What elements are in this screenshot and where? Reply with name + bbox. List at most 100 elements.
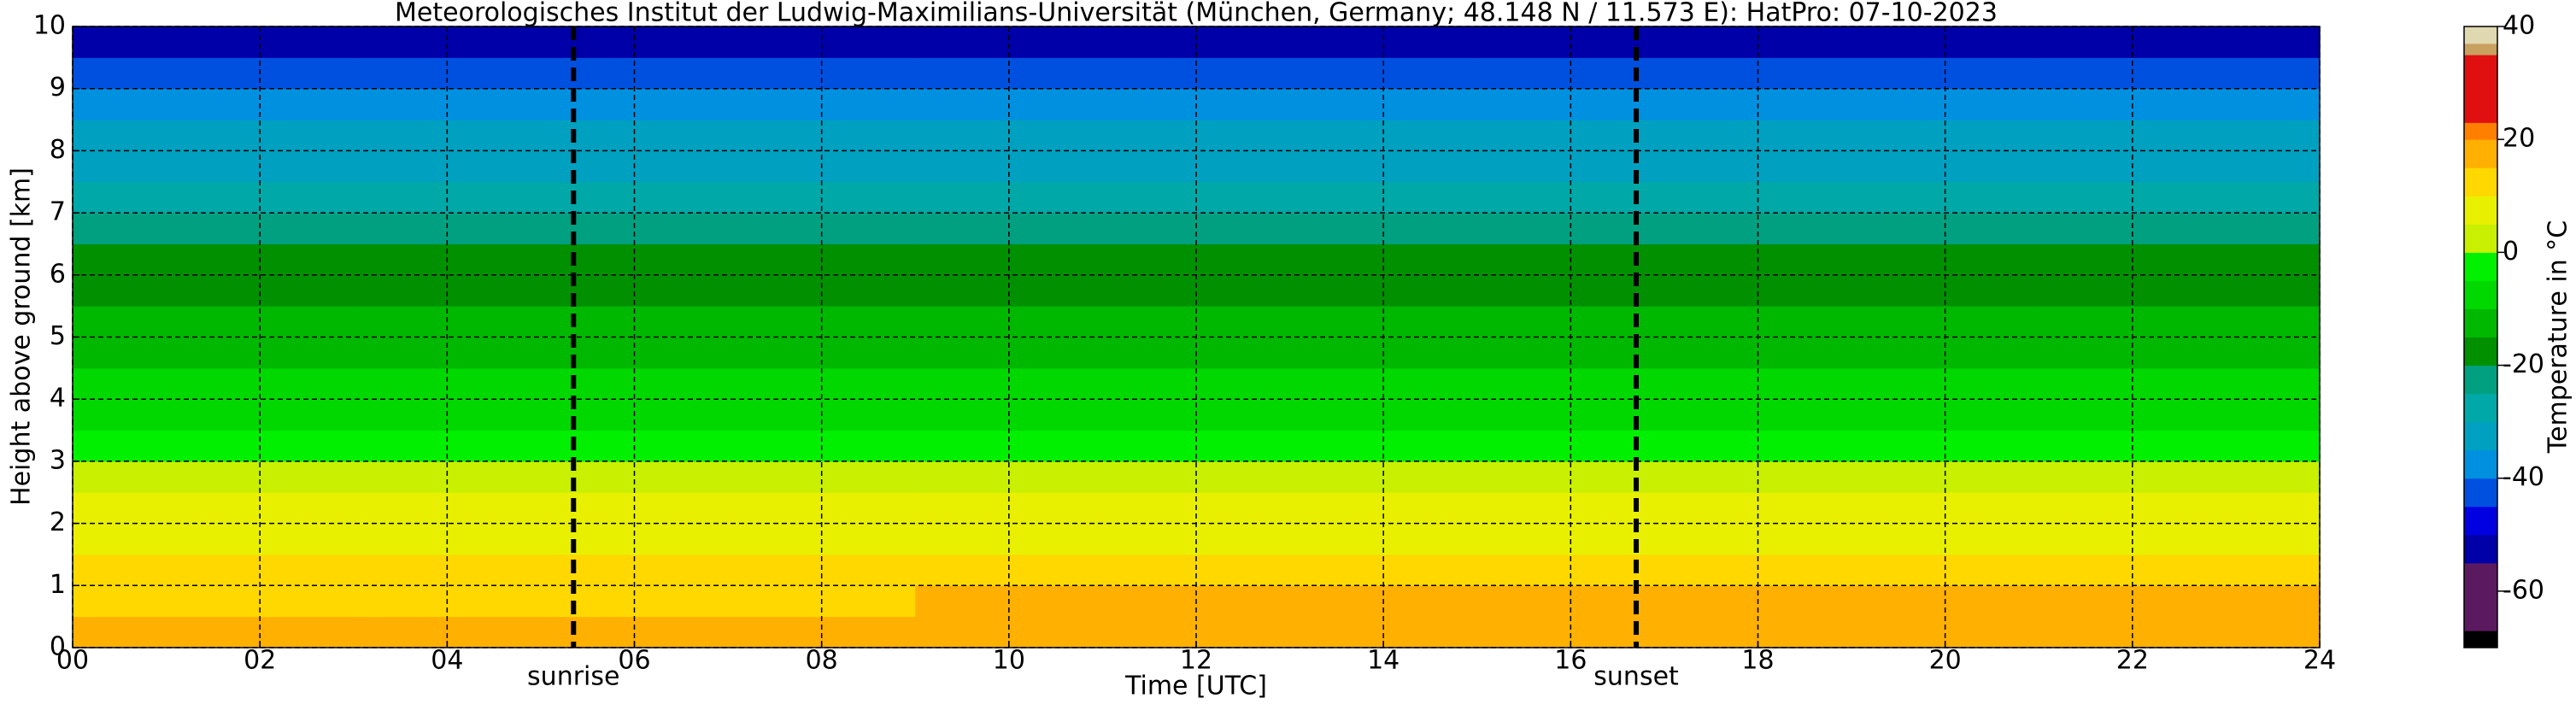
y-tick-label: 3 <box>50 445 66 475</box>
heatmap-cell <box>1757 150 2039 183</box>
heatmap-cell <box>1757 274 2039 307</box>
heatmap-cell <box>353 26 635 58</box>
heatmap-cell <box>73 337 355 369</box>
heatmap-cell <box>1196 274 1478 307</box>
x-tick-label: 20 <box>1929 646 1962 676</box>
colorbar-segment <box>2464 631 2497 648</box>
x-tick-label: 10 <box>993 646 1025 676</box>
heatmap-cell <box>73 430 355 462</box>
heatmap-cell <box>353 120 635 151</box>
heatmap-cell <box>1196 88 1478 120</box>
heatmap-cell <box>915 337 1197 369</box>
heatmap-cell <box>2039 337 2321 369</box>
heatmap-cell <box>634 616 916 648</box>
heatmap-cell <box>353 213 635 244</box>
heatmap-cell <box>1476 274 1758 307</box>
heatmap-cell <box>1476 150 1758 183</box>
heatmap-cell <box>1196 120 1478 151</box>
x-tick-label: 12 <box>1180 646 1212 676</box>
heatmap-cell <box>1196 337 1478 369</box>
heatmap-cell <box>2039 243 2321 276</box>
x-axis-label: Time [UTC] <box>1124 672 1267 701</box>
y-tick-label: 4 <box>50 384 66 414</box>
heatmap-cell <box>634 306 916 337</box>
colorbar-segment <box>2464 280 2497 309</box>
heatmap-cell <box>1476 554 1758 586</box>
heatmap-cell <box>1196 585 1478 618</box>
heatmap-cell <box>2039 399 2321 431</box>
heatmap-cell <box>1476 26 1758 58</box>
heatmap-cell <box>634 243 916 276</box>
heatmap-cell <box>2039 120 2321 151</box>
heatmap-cell <box>1757 181 2039 214</box>
heatmap-cell <box>1196 26 1478 58</box>
x-tick-label: 22 <box>2116 646 2149 676</box>
heatmap-cell <box>1757 26 2039 58</box>
heatmap-cell <box>73 181 355 214</box>
heatmap-cell <box>2039 306 2321 337</box>
heatmap-cell <box>1476 337 1758 369</box>
colorbar-segment <box>2464 252 2497 281</box>
heatmap-cell <box>73 367 355 400</box>
heatmap-cell <box>1757 616 2039 648</box>
heatmap-cell <box>1196 492 1478 525</box>
heatmap-cell <box>353 554 635 586</box>
heatmap-cell <box>1196 430 1478 462</box>
heatmap-cell <box>915 243 1197 276</box>
heatmap-cell <box>2039 26 2321 58</box>
heatmap-cell <box>353 306 635 337</box>
heatmap-cell <box>1196 616 1478 648</box>
heatmap-cell <box>353 430 635 462</box>
heatmap-cell <box>1476 461 1758 493</box>
heatmap-cell <box>353 243 635 276</box>
colorbar-segment <box>2464 139 2497 168</box>
heatmap-cell <box>73 399 355 431</box>
heatmap-cell <box>634 492 916 525</box>
heatmap-cell <box>2039 181 2321 214</box>
heatmap-cell <box>1476 306 1758 337</box>
heatmap-cell <box>1757 585 2039 618</box>
colorbar-segment <box>2464 26 2497 44</box>
heatmap-cell <box>73 554 355 586</box>
heatmap-cell <box>915 150 1197 183</box>
heatmap-cell <box>1196 523 1478 555</box>
heatmap-cell <box>2039 213 2321 244</box>
heatmap-cell <box>1757 243 2039 276</box>
x-tick-label: 08 <box>806 646 838 676</box>
heatmap-cell <box>915 616 1197 648</box>
heatmap-cell <box>353 337 635 369</box>
heatmap-cell <box>2039 88 2321 120</box>
y-tick-label: 2 <box>50 507 66 537</box>
heatmap-cell <box>1196 306 1478 337</box>
heatmap-cell <box>634 57 916 90</box>
heatmap-cell <box>915 367 1197 400</box>
heatmap-cell <box>915 430 1197 462</box>
heatmap-cell <box>1476 523 1758 555</box>
heatmap-cell <box>2039 461 2321 493</box>
heatmap-cell <box>1196 57 1478 90</box>
heatmap-cell <box>915 523 1197 555</box>
heatmap-cell <box>1476 243 1758 276</box>
heatmap-cell <box>73 120 355 151</box>
heatmap-cell <box>353 492 635 525</box>
y-tick-label: 8 <box>50 135 66 165</box>
heatmap-cell <box>915 57 1197 90</box>
heatmap-cell <box>1196 367 1478 400</box>
heatmap-cell <box>1196 181 1478 214</box>
heatmap-cell <box>1476 88 1758 120</box>
heatmap-cell <box>2039 274 2321 307</box>
heatmap-cell <box>1757 367 2039 400</box>
colorbar-segment <box>2464 506 2497 536</box>
y-tick-label: 9 <box>50 73 66 103</box>
x-tick-label: 18 <box>1741 646 1774 676</box>
heatmap-cell <box>1757 461 2039 493</box>
colorbar-tick-label: 20 <box>2503 124 2535 154</box>
heatmap-cell <box>1757 213 2039 244</box>
y-tick-label: 10 <box>33 11 66 41</box>
heatmap-cell <box>915 213 1197 244</box>
heatmap-cell <box>1476 430 1758 462</box>
heatmap-cell <box>915 399 1197 431</box>
heatmap-cell <box>2039 57 2321 90</box>
heatmap-cell <box>73 26 355 58</box>
